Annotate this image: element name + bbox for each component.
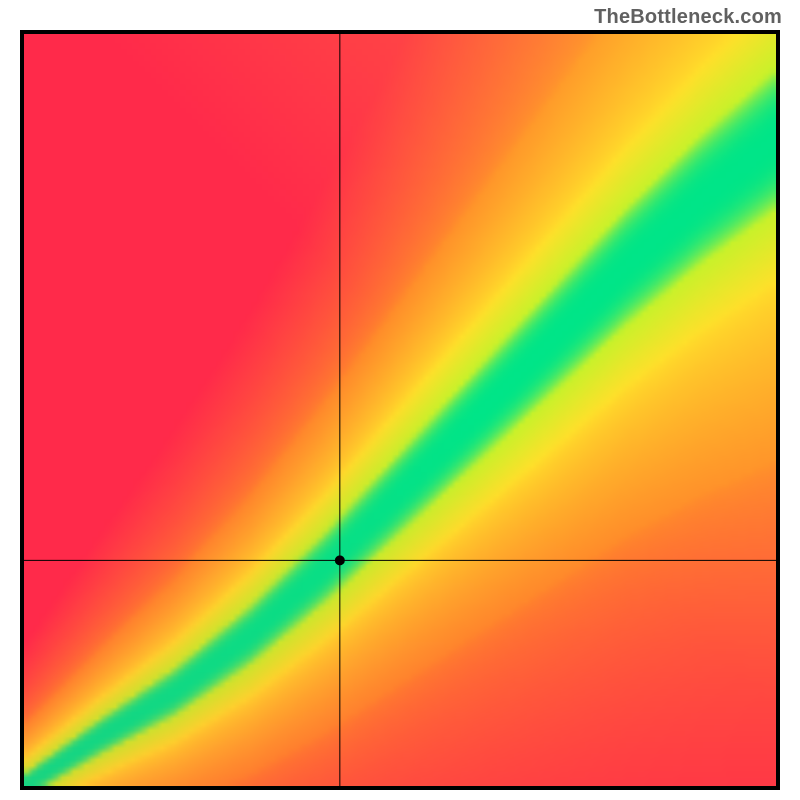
heatmap-canvas (24, 34, 776, 786)
chart-container: { "type": "heatmap_with_crosshair", "wat… (0, 0, 800, 800)
watermark-text: TheBottleneck.com (594, 6, 782, 29)
plot-area (20, 30, 780, 790)
